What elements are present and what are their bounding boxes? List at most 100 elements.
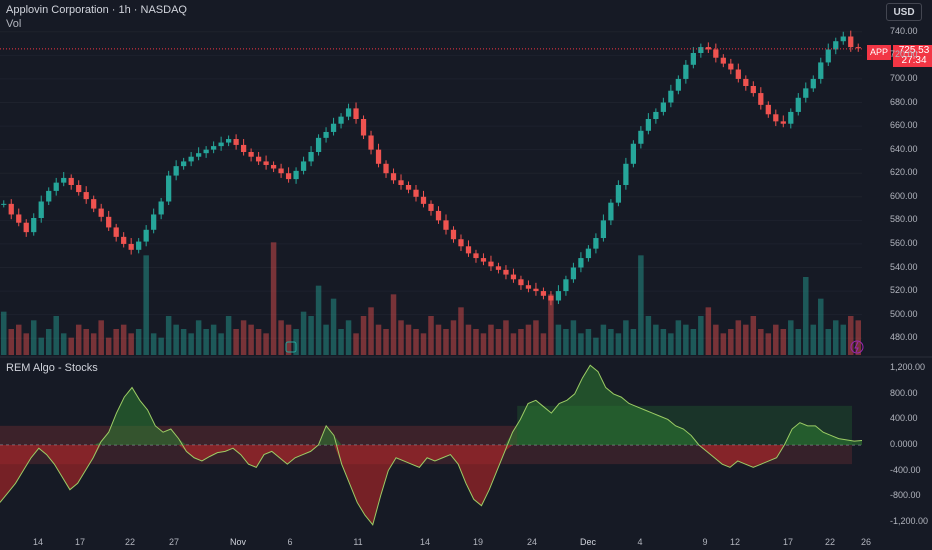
volume-bar: [630, 329, 637, 355]
time-axis-label: 26: [860, 537, 872, 547]
candle-body: [683, 64, 689, 79]
candle-body: [600, 220, 607, 239]
currency-button[interactable]: USD: [886, 3, 922, 21]
indicator-axis-label: 1,200.00: [890, 362, 926, 373]
candle-body: [263, 161, 269, 165]
candle-body: [855, 47, 861, 49]
candle-body: [151, 214, 157, 230]
price-axis-label: 500.00: [890, 308, 918, 319]
volume-bar: [690, 329, 697, 355]
bar-countdown: 27:34: [901, 55, 927, 66]
candle-body: [450, 229, 457, 240]
candle-body: [503, 269, 509, 275]
volume-bar: [488, 324, 494, 355]
candle-body: [233, 139, 239, 145]
volume-bar: [270, 242, 277, 355]
volume-bar: [435, 324, 442, 355]
volume-bar: [518, 329, 524, 355]
candle-body: [705, 47, 711, 50]
time-axis-label: 17: [74, 537, 86, 547]
candle-body: [615, 185, 622, 203]
volume-bar: [143, 255, 149, 355]
positive-area: [0, 365, 862, 445]
volume-bar: [495, 329, 502, 355]
candle-body: [398, 180, 404, 185]
volume-bar: [780, 329, 787, 355]
candle-body: [23, 222, 29, 233]
volume-bar: [375, 324, 382, 355]
volume-bar: [833, 320, 839, 355]
candle-body: [510, 274, 517, 280]
volume-bar: [90, 333, 97, 355]
time-axis-label: 12: [729, 537, 741, 547]
candle-body: [743, 78, 749, 86]
candle-body: [570, 267, 577, 280]
volume-bar: [555, 324, 562, 355]
candle-body: [360, 119, 367, 136]
volume-bar: [338, 329, 344, 355]
volume-bar: [720, 333, 727, 355]
candle-body: [660, 102, 666, 112]
volume-bar: [195, 320, 202, 355]
candle-body: [675, 78, 681, 91]
volume-bar: [240, 320, 247, 355]
symbol-badge: APP: [867, 45, 892, 60]
last-price-tag: APP 725.53 27:34: [867, 45, 932, 67]
volume-bar: [135, 329, 142, 355]
lightning-icon[interactable]: [850, 340, 864, 354]
candle-body: [465, 246, 472, 254]
candle-body: [405, 185, 412, 190]
candle-body: [443, 220, 449, 230]
price-axis-label: 540.00: [890, 261, 918, 272]
volume-bar: [173, 324, 179, 355]
candle-body: [750, 86, 756, 94]
candle-body: [383, 163, 389, 174]
time-axis-label: 14: [32, 537, 44, 547]
time-axis-label: 11: [353, 537, 363, 547]
candle-body: [83, 192, 89, 200]
volume-bar: [428, 316, 434, 355]
candle-body: [690, 53, 696, 65]
candle-body: [196, 153, 202, 157]
volume-bar: [480, 333, 487, 355]
candle-body: [218, 142, 224, 147]
volume-bar: [68, 337, 74, 355]
last-price: 725.53: [898, 45, 930, 56]
candle-body: [533, 288, 539, 292]
volume-bar: [668, 333, 674, 355]
volume-bar: [458, 307, 464, 355]
volume-bar: [728, 329, 734, 355]
volume-bar: [53, 316, 59, 355]
candle-body: [428, 203, 434, 211]
candle-body: [285, 173, 292, 180]
volume-bar: [578, 333, 584, 355]
candle-body: [278, 168, 284, 174]
volume-bar: [45, 329, 52, 355]
volume-bar: [855, 320, 861, 355]
volume-bar: [83, 329, 89, 355]
flag-icon[interactable]: [285, 341, 297, 353]
volume-bar: [533, 320, 539, 355]
candle-body: [480, 258, 487, 262]
volume-bar: [525, 324, 532, 355]
indicator-axis-label: 800.00: [890, 387, 918, 398]
candle-body: [225, 139, 232, 143]
candle-body: [488, 261, 494, 267]
time-axis-label: 24: [526, 537, 538, 547]
candle-body: [46, 190, 52, 202]
candle-body: [525, 285, 532, 289]
candle-body: [368, 135, 374, 150]
volume-bar: [600, 324, 607, 355]
volume-bar: [360, 316, 367, 355]
volume-bar: [315, 285, 322, 355]
volume-bar: [75, 324, 82, 355]
volume-bar: [165, 316, 172, 355]
volume-bar: [278, 320, 284, 355]
candle-body: [765, 104, 771, 115]
volume-bar: [473, 329, 479, 355]
candle-body: [136, 241, 142, 250]
volume-bar: [405, 324, 412, 355]
candle-body: [668, 90, 674, 103]
candle-body: [458, 239, 464, 247]
